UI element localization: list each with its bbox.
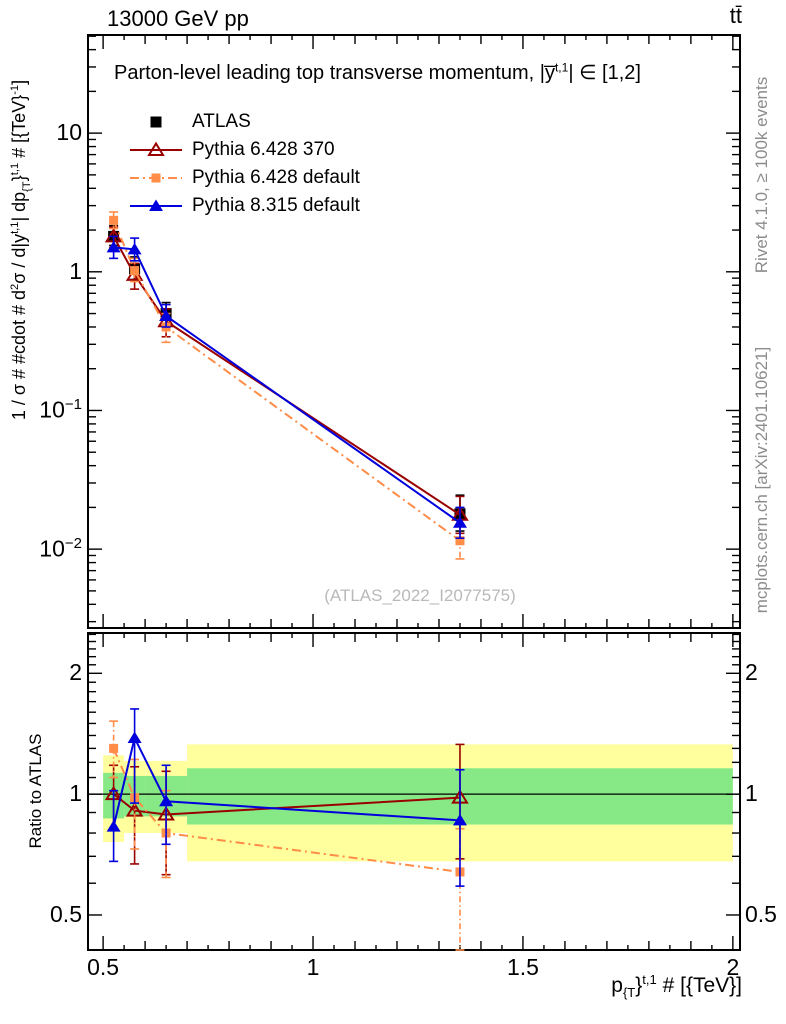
ratio-y-tick-label-left: 2 bbox=[69, 659, 82, 686]
data-point-marker bbox=[130, 266, 140, 276]
pythia8-default-marker-icon bbox=[130, 199, 182, 211]
process-label: tt̄ bbox=[729, 3, 742, 28]
legend-item-atlas: ATLAS bbox=[128, 108, 360, 136]
main-y-tick-label: 1 bbox=[69, 257, 82, 284]
series-pythia-8-315-default bbox=[106, 235, 467, 887]
data-point-marker bbox=[455, 536, 465, 546]
legend-label: ATLAS bbox=[192, 111, 251, 132]
data-point-marker bbox=[159, 309, 174, 321]
legend-item-pythia8-default: Pythia 8.315 default bbox=[128, 192, 360, 220]
analysis-id-watermark: (ATLAS_2022_I2077575) bbox=[324, 586, 516, 605]
x-tick-label: 2 bbox=[726, 954, 740, 980]
legend-label: Pythia 8.315 default bbox=[192, 195, 360, 216]
ratio-y-tick-label-right: 0.5 bbox=[745, 900, 777, 927]
pythia6-default-marker-icon bbox=[130, 173, 182, 183]
data-point-marker bbox=[147, 141, 165, 156]
data-point-marker bbox=[151, 173, 161, 183]
data-point-marker bbox=[149, 199, 163, 211]
data-point-marker bbox=[159, 794, 174, 807]
mcplots-arxiv-note: mcplots.cern.ch [arXiv:2401.10621] bbox=[752, 346, 771, 614]
ratio-panel-frame bbox=[87, 632, 741, 951]
main-y-tick-label: 10−2 bbox=[39, 535, 82, 562]
rivet-version-note: Rivet 4.1.0, ≥ 100k events bbox=[752, 76, 771, 274]
x-tick-label: 1 bbox=[306, 954, 320, 980]
data-point-marker bbox=[127, 731, 142, 743]
ratio-y-tick-label-left: 0.5 bbox=[50, 900, 82, 927]
pythia6-370-marker-icon bbox=[130, 141, 182, 156]
legend-label: Pythia 6.428 370 bbox=[192, 139, 335, 160]
axis-ticks bbox=[88, 35, 740, 950]
data-point-marker bbox=[106, 240, 121, 253]
main-y-tick-label: 10−1 bbox=[39, 396, 82, 424]
plot-title: Parton-level leading top transverse mome… bbox=[114, 60, 641, 84]
legend: ATLAS Pythia 6.428 370 Pythia 6.428 defa… bbox=[128, 108, 360, 220]
main-panel-frame bbox=[87, 34, 741, 629]
series-atlas bbox=[108, 224, 466, 532]
main-y-tick-label: 10 bbox=[56, 119, 82, 146]
x-tick-label: 0.5 bbox=[87, 954, 120, 980]
data-point-marker bbox=[106, 820, 121, 832]
ratio-y-tick-label-right: 1 bbox=[745, 780, 758, 807]
data-point-marker bbox=[127, 242, 142, 255]
ratio-y-tick-label-left: 1 bbox=[69, 780, 82, 807]
data-point-marker bbox=[452, 516, 467, 528]
legend-label: Pythia 6.428 default bbox=[192, 167, 360, 188]
data-point-marker bbox=[452, 813, 467, 826]
legend-item-pythia6-default: Pythia 6.428 default bbox=[128, 164, 360, 192]
x-tick-label: 1.5 bbox=[506, 954, 539, 980]
legend-item-pythia6-370: Pythia 6.428 370 bbox=[128, 136, 360, 164]
data-point-marker bbox=[109, 743, 119, 753]
ratio-y-tick-label-right: 2 bbox=[745, 659, 758, 686]
x-axis-title: p{T}t,1 # [{TeV}] bbox=[611, 972, 742, 1001]
beam-energy-label: 13000 GeV pp bbox=[107, 6, 249, 31]
data-point-marker bbox=[150, 116, 162, 128]
atlas-marker-icon bbox=[150, 116, 162, 128]
data-point-marker bbox=[109, 215, 119, 225]
